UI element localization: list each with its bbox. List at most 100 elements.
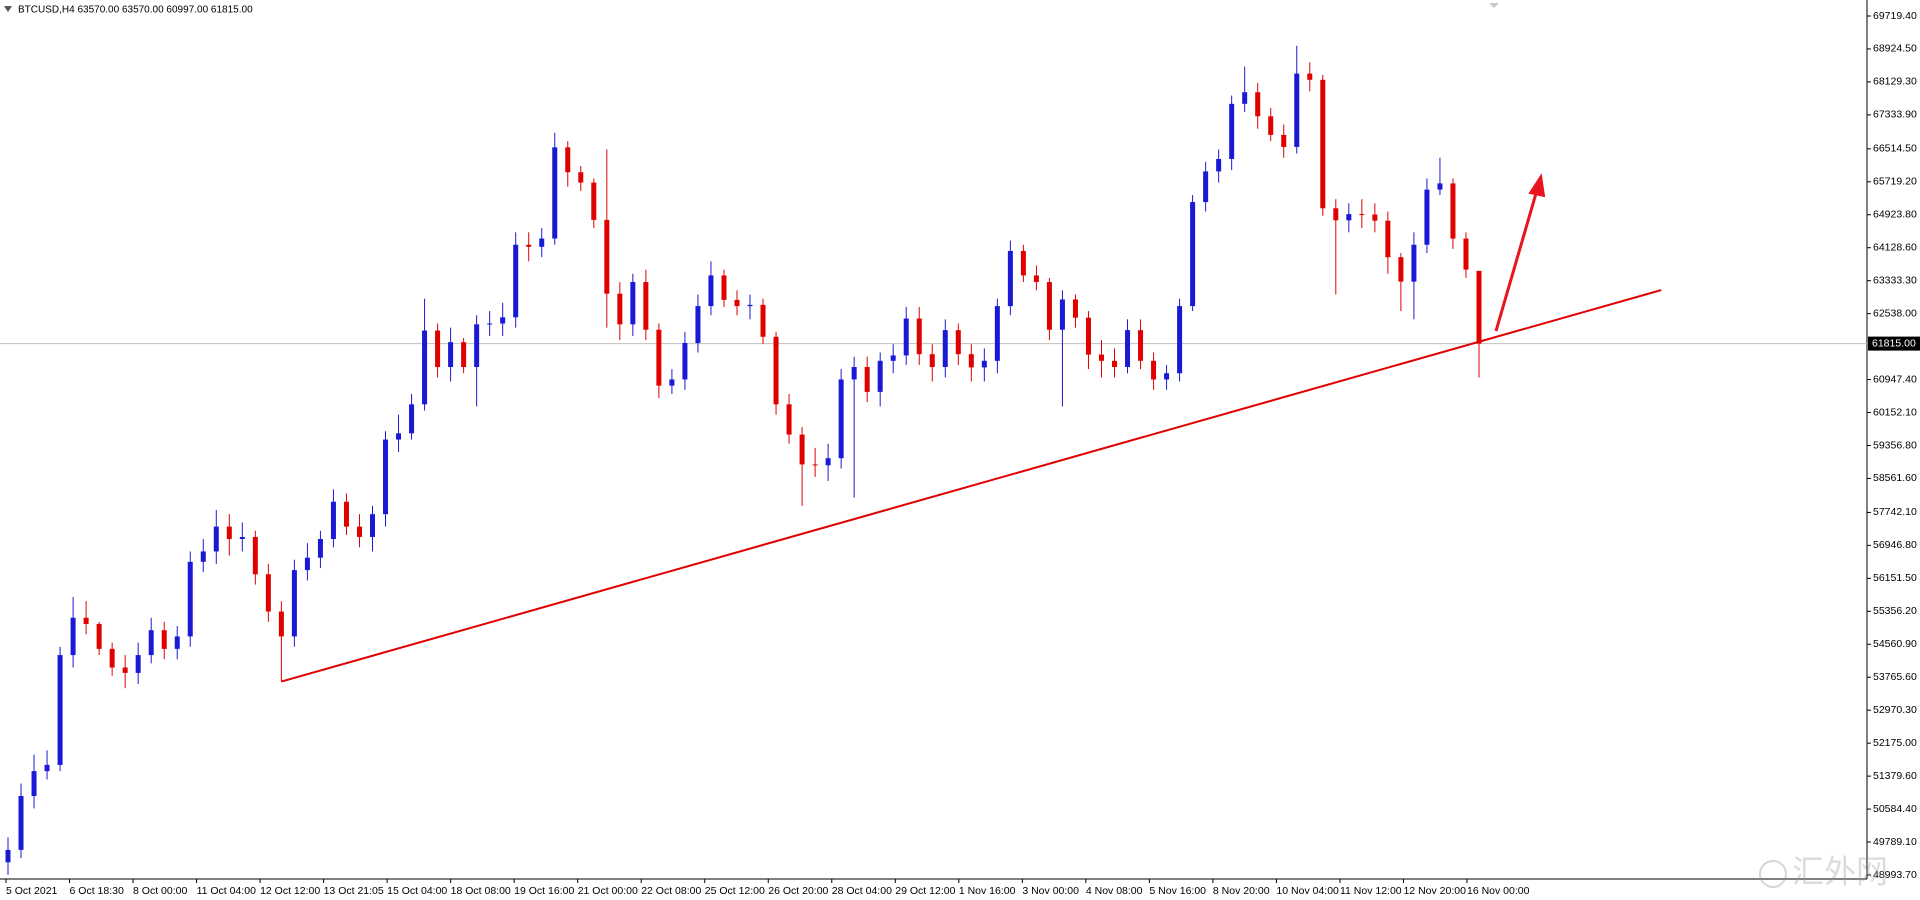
y-tick-label: 67333.90 [1873,109,1917,121]
candle-body [1138,330,1144,361]
candle-body [721,275,727,300]
candle-body [890,355,896,361]
x-tick-label: 8 Oct 00:00 [133,885,187,897]
candle-body [278,611,284,637]
candle-body [760,304,766,337]
candle-body [747,304,753,307]
candle-body [135,655,141,673]
candle-body [1072,299,1078,318]
candle-body [356,526,362,537]
x-tick-label: 3 Nov 00:00 [1022,885,1079,897]
candle-body [1320,79,1326,209]
y-tick-label: 68129.30 [1873,76,1917,88]
candle-body [617,293,623,325]
candle-body [109,648,115,668]
candle-body [1463,238,1469,270]
candle-body [1255,92,1261,117]
candle-body [265,574,271,612]
y-tick-label: 60152.10 [1873,406,1917,418]
candle-body [1424,189,1430,245]
header-icon [4,6,12,12]
candle-body [122,667,128,673]
candle-body [1085,317,1091,355]
candle-body [1307,73,1313,80]
x-tick-label: 19 Oct 16:00 [514,885,574,897]
y-tick-label: 52175.00 [1873,737,1917,749]
candle-body [539,238,545,247]
candle-body [578,172,584,183]
x-tick-label: 5 Nov 16:00 [1149,885,1206,897]
candle-body [239,536,245,540]
x-tick-label: 11 Nov 12:00 [1340,885,1402,897]
candle-body [526,244,532,247]
last-price-label: 61815.00 [1872,337,1916,349]
candle-body [695,306,701,343]
candle-body [1216,158,1222,172]
y-tick-label: 56946.80 [1873,539,1917,551]
candle-body [604,219,610,294]
candle-body [1033,275,1039,283]
candle-body [916,318,922,355]
candle-body [1372,214,1378,221]
candle-body [304,557,310,571]
candle-body [409,404,415,434]
candle-body [343,501,349,527]
y-tick-label: 50584.40 [1873,803,1917,815]
candle-body [317,539,323,558]
candle-body [1046,282,1052,330]
candle-body [1385,220,1391,258]
annotation-arrow [1494,173,1546,332]
y-tick-label: 62538.00 [1873,307,1917,319]
candle-body [1164,373,1170,380]
x-tick-label: 13 Oct 21:05 [324,885,384,897]
candle-body [383,439,389,515]
y-tick-label: 54560.90 [1873,638,1917,650]
y-tick-label: 59356.80 [1873,439,1917,451]
candle-body [1294,73,1300,147]
candle-body [1333,208,1339,221]
candle-body [1190,202,1196,307]
candle-body [513,244,519,318]
candle-body [148,630,154,656]
candle-body [31,771,37,796]
watermark-icon [1759,860,1787,888]
y-tick-label: 53765.60 [1873,671,1917,683]
last-price-box [1868,336,1920,351]
candle-body [1476,270,1482,344]
x-tick-label: 22 Oct 08:00 [641,885,701,897]
x-tick-label: 26 Oct 20:00 [768,885,828,897]
x-tick-label: 6 Oct 18:30 [70,885,124,897]
candle-body [994,306,1000,361]
candle-body [656,329,662,386]
candle-body [500,317,506,324]
candle-body [1151,360,1157,380]
candle-body [630,282,636,325]
candle-body [929,354,935,368]
candle-body [864,367,870,392]
y-tick-label: 66514.50 [1873,143,1917,155]
candle-body [44,764,50,772]
arrow-shaft [1494,189,1539,332]
candle-body [174,636,180,649]
candle-body [1411,244,1417,282]
candle-body [461,342,467,368]
candle-body [825,458,831,466]
candle-body [1007,250,1013,307]
candle-body [1229,103,1235,159]
candle-body [552,147,558,239]
candle-body [1112,360,1118,368]
candle-body [96,623,102,649]
candle-body [903,318,909,356]
candle-body [1098,354,1104,361]
x-tick-label: 1 Nov 16:00 [959,885,1016,897]
x-tick-label: 29 Oct 12:00 [895,885,955,897]
candle-body [291,570,297,637]
trend-line [281,289,1662,683]
x-tick-label: 21 Oct 00:00 [578,885,638,897]
candle-body [565,147,571,173]
candle-body [1059,299,1065,330]
x-tick-label: 12 Nov 20:00 [1403,885,1466,897]
candle-body [708,275,714,307]
x-tick-label: 25 Oct 12:00 [705,885,765,897]
